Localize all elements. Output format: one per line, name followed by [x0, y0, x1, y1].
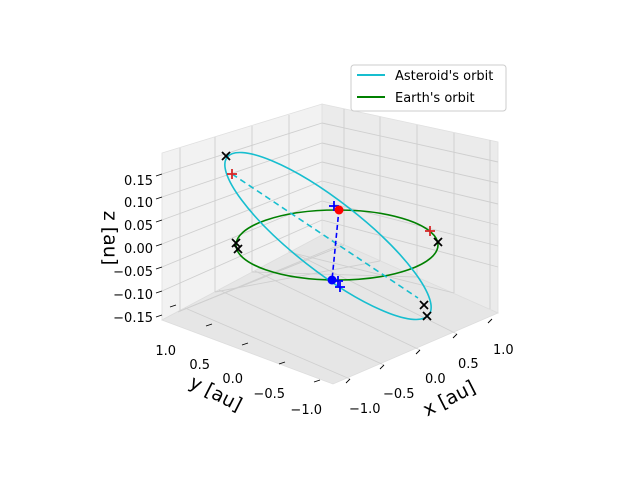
z-tick-label: −0.10	[113, 288, 153, 303]
legend-label-earth: Earth's orbit	[395, 91, 475, 106]
plus-marker	[425, 226, 435, 236]
x-tick-label: −1.0	[349, 402, 381, 417]
plus-marker	[335, 282, 345, 292]
y-tick-label: −1.0	[290, 403, 322, 418]
x-tick-label: 1.0	[493, 343, 514, 358]
z-tick-label: 0.15	[124, 174, 153, 189]
y-tick-label: 1.0	[155, 344, 176, 359]
cross-markers	[221, 151, 443, 321]
legend-label-asteroid: Asteroid's orbit	[395, 69, 493, 84]
plus-marker	[227, 169, 237, 179]
x-marker	[221, 151, 231, 161]
gridlines	[161, 109, 499, 380]
x-tick-label: 0.0	[425, 372, 446, 387]
legend-box	[350, 64, 507, 112]
line-of-nodes	[231, 173, 419, 299]
y-tick-label: −0.5	[253, 387, 285, 402]
tick-labels: 0.15 0.10 0.05 0.00 −0.05 −0.10 −0.15 −1…	[113, 174, 514, 418]
node-markers	[227, 169, 435, 236]
x-marker	[233, 244, 243, 254]
x-tick-label: −0.5	[383, 387, 415, 402]
closest-approach-line	[331, 208, 340, 281]
axis-ticks	[155, 173, 493, 384]
asteroid-position-dot	[334, 205, 344, 215]
x-marker	[422, 311, 432, 321]
z-axis-label: z [au]	[99, 211, 121, 266]
x-tick-label: 0.5	[458, 357, 479, 372]
approach-markers	[329, 201, 345, 292]
y-tick-label: 0.5	[189, 358, 210, 373]
earth-position-dot	[327, 275, 337, 285]
z-tick-label: 0.10	[124, 196, 153, 211]
z-tick-label: −0.15	[113, 311, 153, 326]
x-marker	[419, 300, 429, 310]
x-marker	[433, 237, 443, 247]
z-tick-label: 0.00	[124, 242, 153, 257]
legend: Asteroid's orbit Earth's orbit	[350, 64, 507, 112]
z-tick-label: 0.05	[124, 219, 153, 234]
y-tick-label: 0.0	[222, 372, 243, 387]
x-marker	[231, 238, 241, 248]
z-tick-label: −0.05	[113, 265, 153, 280]
